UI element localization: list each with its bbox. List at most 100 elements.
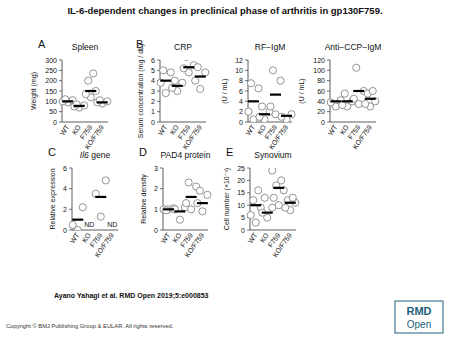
panel-title: PAD4 protein: [161, 150, 211, 160]
x-axis: [330, 122, 376, 123]
point: [270, 194, 277, 201]
x-tick-label: WT: [159, 231, 171, 245]
y-axis-label: Weight (mg): [30, 72, 38, 110]
panel: DPAD4 proteinRelative density0123WTKOF75…: [139, 146, 211, 259]
point: [282, 204, 289, 211]
y-tick-label: 0: [151, 119, 155, 126]
x-tick-label: KO/F759: [183, 231, 205, 258]
y-tick-label: 3: [151, 88, 155, 95]
y-tick-label: 200: [45, 77, 57, 84]
x-tick-label: KO/F759: [351, 123, 373, 150]
panel-title: RF−IgM: [255, 42, 285, 52]
y-tick: [245, 91, 248, 92]
point: [196, 187, 203, 194]
y-tick-label: 12: [235, 57, 243, 64]
title-part: gene: [89, 150, 111, 160]
point: [278, 177, 285, 184]
mean-bar: [262, 212, 273, 214]
title-part: Il6: [80, 150, 89, 160]
point: [160, 67, 167, 74]
y-tick-label: 2: [154, 185, 158, 192]
y-tick-label: 100: [45, 98, 57, 105]
y-tick: [327, 122, 330, 123]
mean-bar: [281, 115, 292, 117]
annotation: ND: [84, 221, 94, 228]
point: [245, 108, 252, 115]
y-axis-label: Relative expression: [49, 168, 57, 229]
mean-bar: [186, 196, 197, 198]
point: [362, 100, 369, 107]
y-tick: [59, 80, 62, 81]
marks: [157, 60, 209, 97]
y-tick-label: 300: [45, 57, 57, 64]
point: [102, 177, 109, 184]
y-tick: [157, 111, 160, 112]
marks: [327, 64, 379, 110]
point: [185, 179, 192, 186]
y-tick: [327, 80, 330, 81]
y-tick: [245, 80, 248, 81]
panel-title: Il6 gene: [80, 150, 111, 160]
panel: CIl6 geneRelative expression0246WTKOF759…: [48, 146, 118, 259]
mean-bar: [250, 204, 261, 206]
y-tick: [245, 70, 248, 71]
x-tick-label: KO/F759: [268, 123, 290, 150]
y-tick: [245, 101, 248, 102]
y-tick-label: 10: [237, 202, 245, 209]
point: [269, 168, 276, 174]
y-axis-label: Serum concentration (mg / dL): [137, 44, 145, 139]
x-tick-label: WT: [157, 123, 169, 137]
y-axis-label: Cell number (×10⁻³): [223, 168, 231, 230]
x-axis: [62, 122, 108, 123]
point: [204, 191, 211, 198]
y-tick-label: 4: [151, 77, 155, 84]
y-tick: [59, 91, 62, 92]
x-tick-label: WT: [69, 231, 81, 245]
point: [183, 60, 190, 61]
marks: [247, 168, 299, 226]
x-axis: [160, 122, 206, 123]
point: [277, 77, 284, 84]
y-tick-label: 50: [49, 108, 57, 115]
mean-bar: [270, 94, 281, 96]
point: [85, 77, 92, 84]
point: [341, 90, 348, 97]
mean-bar: [62, 100, 73, 102]
y-tick-label: 20: [237, 177, 245, 184]
y-tick-label: 2: [63, 206, 67, 213]
y-tick-label: 40: [317, 98, 325, 105]
point: [252, 219, 259, 226]
point: [267, 103, 274, 110]
y-axis: [62, 60, 63, 122]
y-axis: [330, 60, 331, 122]
point: [183, 200, 190, 207]
y-tick: [157, 122, 160, 123]
y-tick: [157, 91, 160, 92]
y-tick-label: 4: [63, 185, 67, 192]
logo-text: RMD: [406, 305, 431, 317]
mean-bar: [273, 187, 284, 189]
x-tick-label: KO/F759: [181, 123, 203, 150]
point: [289, 194, 296, 201]
y-tick-label: 120: [313, 57, 325, 64]
point: [247, 212, 254, 219]
panel-title: Spleen: [72, 42, 99, 52]
mean-bar: [174, 210, 185, 212]
point: [192, 77, 199, 84]
panel-label: D: [139, 146, 147, 158]
panel: BCRPSerum concentration (mg / dL)0123456…: [136, 38, 209, 151]
mean-bar: [285, 202, 296, 204]
x-axis: [163, 230, 208, 231]
y-tick-label: 10: [235, 67, 243, 74]
y-tick-label: 20: [317, 108, 325, 115]
y-tick-label: 0: [53, 119, 57, 126]
marks: [69, 177, 109, 230]
y-tick: [247, 168, 250, 169]
panel: ESynoviumCell number (×10⁻³)0510152025WT…: [223, 146, 299, 259]
panel-title: Synovium: [254, 150, 291, 160]
point: [258, 103, 265, 110]
y-tick: [59, 70, 62, 71]
mean-bar: [342, 100, 353, 102]
y-tick-label: 6: [63, 165, 67, 172]
y-tick: [245, 60, 248, 61]
